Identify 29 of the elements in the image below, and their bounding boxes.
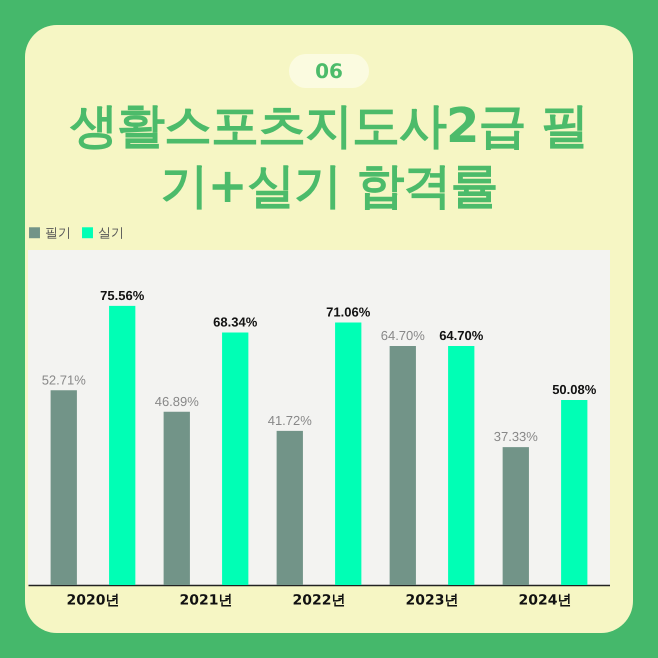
x-tick-label: 2024년: [518, 592, 572, 608]
legend-label: 실기: [98, 226, 124, 241]
x-tick-label: 2021년: [180, 592, 232, 608]
x-tick-label: 2022년: [292, 592, 346, 608]
bar: [335, 322, 362, 585]
bar: [448, 346, 474, 585]
data-label: 52.71%: [42, 372, 86, 388]
data-label: 75.56%: [100, 288, 145, 303]
data-label: 37.33%: [494, 429, 538, 444]
bar: [502, 447, 529, 585]
data-label: 64.70%: [439, 328, 484, 343]
x-tick-label: 2020년: [66, 592, 120, 608]
data-label: 41.72%: [268, 412, 312, 428]
bar: [164, 412, 190, 585]
data-label: 68.34%: [213, 314, 258, 330]
data-label: 50.08%: [552, 382, 597, 397]
bar: [276, 430, 303, 585]
bar: [390, 346, 416, 585]
data-label: 64.70%: [380, 328, 426, 343]
bar: [50, 390, 77, 585]
legend-label: 필기: [45, 226, 71, 241]
bar: [222, 332, 248, 585]
text: 06: [289, 54, 369, 88]
x-tick-label: 2023년: [406, 592, 458, 608]
bar: [561, 400, 588, 585]
data-label: 71.06%: [326, 304, 371, 320]
bar: [109, 306, 136, 585]
data-label: 46.89%: [154, 394, 200, 409]
chart-title: 생활스포츠지도사2급 필기+실기 합격률: [68, 97, 590, 216]
